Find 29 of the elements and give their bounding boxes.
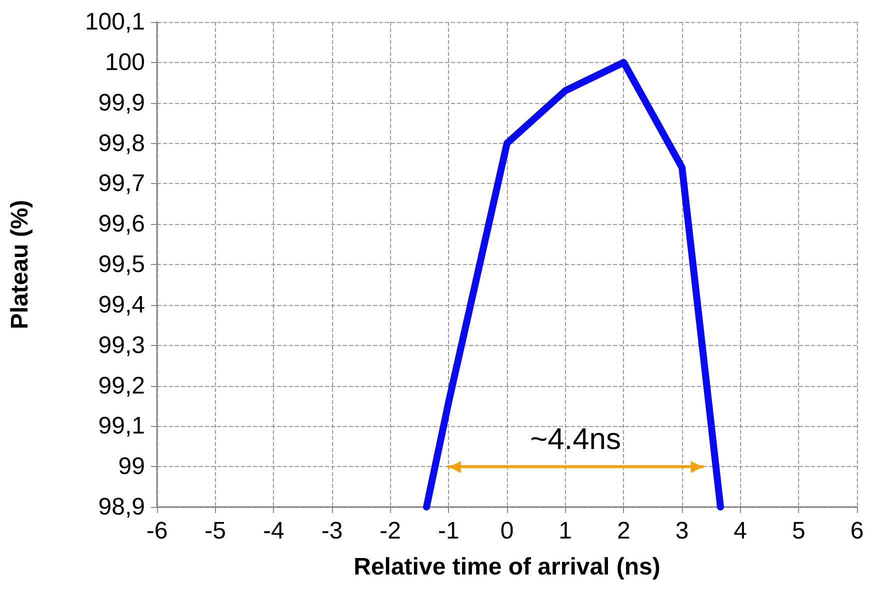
x-tick-label: -3 — [321, 518, 343, 544]
y-tick-label: 99,6 — [98, 210, 145, 238]
x-tick-label: -2 — [380, 518, 402, 544]
x-tick-label: 0 — [500, 518, 514, 544]
x-axis-title: Relative time of arrival (ns) — [354, 554, 660, 580]
y-tick-label: 99,3 — [98, 332, 145, 359]
y-tick-label: 98,9 — [98, 494, 145, 520]
x-tick-label: 5 — [792, 518, 806, 544]
x-tick-label: 4 — [734, 518, 748, 544]
y-tick-label: 99,4 — [98, 291, 145, 318]
y-tick-label: 99,5 — [98, 251, 145, 278]
x-tick-label: 3 — [675, 518, 689, 544]
x-tick-label: 1 — [558, 518, 572, 544]
y-tick-label: 99,1 — [98, 412, 145, 440]
x-tick-label: 6 — [850, 518, 864, 544]
y-tick-label: 100,1 — [84, 8, 145, 36]
y-tick-label: 100 — [104, 48, 145, 76]
x-tick-label: -5 — [204, 518, 226, 544]
x-tick-label: -4 — [262, 518, 284, 544]
y-tick-label: 99 — [118, 453, 145, 480]
x-tick-label: -1 — [438, 518, 460, 544]
y-tick-label: 99,7 — [98, 170, 145, 198]
annotation: ~4.4ns — [530, 422, 621, 457]
x-tick-label: 2 — [616, 518, 630, 544]
y-tick-label: 99,2 — [98, 372, 145, 400]
y-tick-label: 99,9 — [98, 89, 145, 116]
x-tick-label: -6 — [146, 518, 168, 544]
y-tick-label: 99,8 — [98, 130, 145, 157]
y-axis-title: Plateau (%) — [6, 200, 34, 330]
